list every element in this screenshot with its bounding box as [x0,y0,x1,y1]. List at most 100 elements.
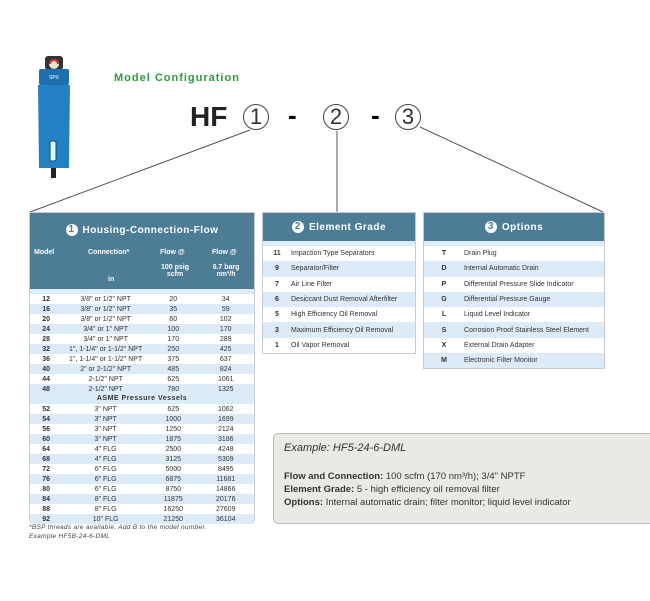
table-row: 56 3" NPT 1250 2124 [30,424,254,434]
flow-nm3h-cell: 36104 [197,514,254,524]
flow-scfm-cell: 6875 [149,474,198,484]
table-row: 20 3/8" or 1/2" NPT 60 102 [30,314,254,324]
connection-cell: 6" FLG [94,485,117,493]
connection-cell: 3" NPT [94,425,117,433]
flow-nm3h-cell: 4248 [217,445,234,453]
table-row: D Internal Automatic Drain [424,261,604,277]
table-row: 54 3" NPT 1000 1699 [30,414,254,424]
description-cell: Desiccant Dust Removal Afterfilter [291,291,415,308]
table-row: X External Drain Adapter [424,338,604,353]
example-title: Example: HF5-24-6-DML [284,442,407,454]
table2-title: 2 Element Grade [263,213,415,241]
flow-nm3h-cell: 11681 [197,474,254,484]
connection-cell: 4" FLG [62,454,150,464]
col-model: Model [34,249,55,256]
table-row: 36 1", 1-1/4" or 1-1/2" NPT 375 637 [30,354,254,364]
model-cell: 76 [30,474,63,484]
connection-cell: 4" FLG [94,445,117,453]
description-cell: External Drain Adapter [464,341,535,349]
table-row: 5 High Efficiency Oil Removal [263,307,415,322]
table-row: 11 Impaction Type Separators [263,246,415,261]
table3-title: 3 Options [424,213,604,241]
description-cell: Internal Automatic Drain [464,261,604,277]
example-grade: Element Grade: 5 - high efficiency oil r… [284,484,500,495]
page-title: Model Configuration [114,72,240,84]
code-cell: S [424,322,464,338]
connection-cell: 1", 1-1/4" or 1-1/2" NPT [62,344,150,354]
connection-cell: 2" or 2-1/2" NPT [62,364,150,374]
table-row: L Liquid Level Indicator [424,307,604,322]
flow-scfm-cell: 11875 [149,494,198,504]
model-cell: 44 [42,375,51,383]
model-cell: 16 [30,304,63,314]
description-cell: Electronic Filter Monitor [464,353,604,369]
flow-scfm-cell: 375 [167,355,180,363]
model-cell: 80 [42,485,51,493]
table-row: 1 Oil Vapor Removal [263,338,415,353]
connection-cell: 2-1/2" NPT [62,384,150,394]
model-cell: 40 [30,364,63,374]
connection-cell: 10" FLG [62,514,150,524]
flow-scfm-cell: 1250 [165,425,182,433]
footnote: *BSP threads are available. Add B to the… [29,524,207,540]
code-cell: 1 [275,341,279,349]
flow-nm3h-cell: 425 [197,344,254,354]
table-row: 12 3/8" or 1/2" NPT 20 34 [30,294,254,304]
model-cell: 32 [30,344,63,354]
separator: - [371,100,380,130]
model-cell: 48 [30,384,63,394]
code-cell: 9 [263,261,291,277]
model-cell: 20 [42,315,51,323]
flow-nm3h-cell: 102 [219,315,232,323]
col-connection: Connection* [88,249,130,256]
connection-cell: 3/4" or 1" NPT [62,324,150,334]
model-cell: 84 [30,494,63,504]
model-part-1: 1 [243,104,269,130]
model-cell: 72 [42,465,51,473]
col-flow2-sub: 6.7 barg nm³/h [212,264,240,278]
table-row: P Differential Pressure Slide Indicator [424,277,604,292]
table-row: 3 Maximum Efficiency Oil Removal [263,322,415,338]
model-cell: 28 [42,335,51,343]
description-cell: Drain Plug [464,250,497,258]
description-cell: Corrosion Proof Stainless Steel Element [464,322,604,338]
flow-nm3h-cell: 2124 [217,425,234,433]
table-row: 44 2-1/2" NPT 625 1061 [30,374,254,384]
model-cell: 24 [30,324,63,334]
flow-nm3h-cell: 1699 [197,414,254,424]
flow-nm3h-cell: 1061 [217,375,234,383]
flow-scfm-cell: 21250 [149,514,198,524]
example-flow: Flow and Connection: 100 scfm (170 nm³/h… [284,471,526,482]
flow-scfm-cell: 1000 [149,414,198,424]
description-cell: Liquid Level Indicator [464,311,531,319]
code-cell: 7 [275,280,279,288]
description-cell: Air Line Filter [291,280,333,288]
connection-cell: 3/8" or 1/2" NPT [62,304,150,314]
flow-nm3h-cell: 34 [221,295,230,303]
separator: - [288,100,297,130]
description-cell: Differential Pressure Gauge [464,291,604,308]
model-cell: 36 [42,355,51,363]
flow-scfm-cell: 3125 [149,454,198,464]
col-flow1-sub: 100 psig scfm [160,264,189,278]
model-cell: 88 [42,505,51,513]
table-row: 32 1", 1-1/4" or 1-1/2" NPT 250 425 [30,344,254,354]
table-row: 88 8" FLG 16250 27609 [30,504,254,514]
flow-scfm-cell: 780 [149,384,198,394]
flow-nm3h-cell: 3186 [197,434,254,444]
flow-nm3h-cell: 20176 [197,494,254,504]
flow-nm3h-cell: 170 [197,324,254,334]
flow-scfm-cell: 1875 [149,434,198,444]
flow-nm3h-cell: 289 [219,335,232,343]
connection-cell: 2-1/2" NPT [88,375,123,383]
flow-scfm-cell: 5000 [165,465,182,473]
example-options: Options: Internal automatic drain; filte… [284,497,571,508]
model-cell: 92 [30,514,63,524]
model-cell: 56 [42,425,51,433]
connection-cell: 8" FLG [94,505,117,513]
table-row: 28 3/4" or 1" NPT 170 289 [30,334,254,344]
flow-scfm-cell: 60 [169,315,178,323]
table-row: 48 2-1/2" NPT 780 1325 [30,384,254,394]
table-row: 9 Separator/Filter [263,261,415,277]
